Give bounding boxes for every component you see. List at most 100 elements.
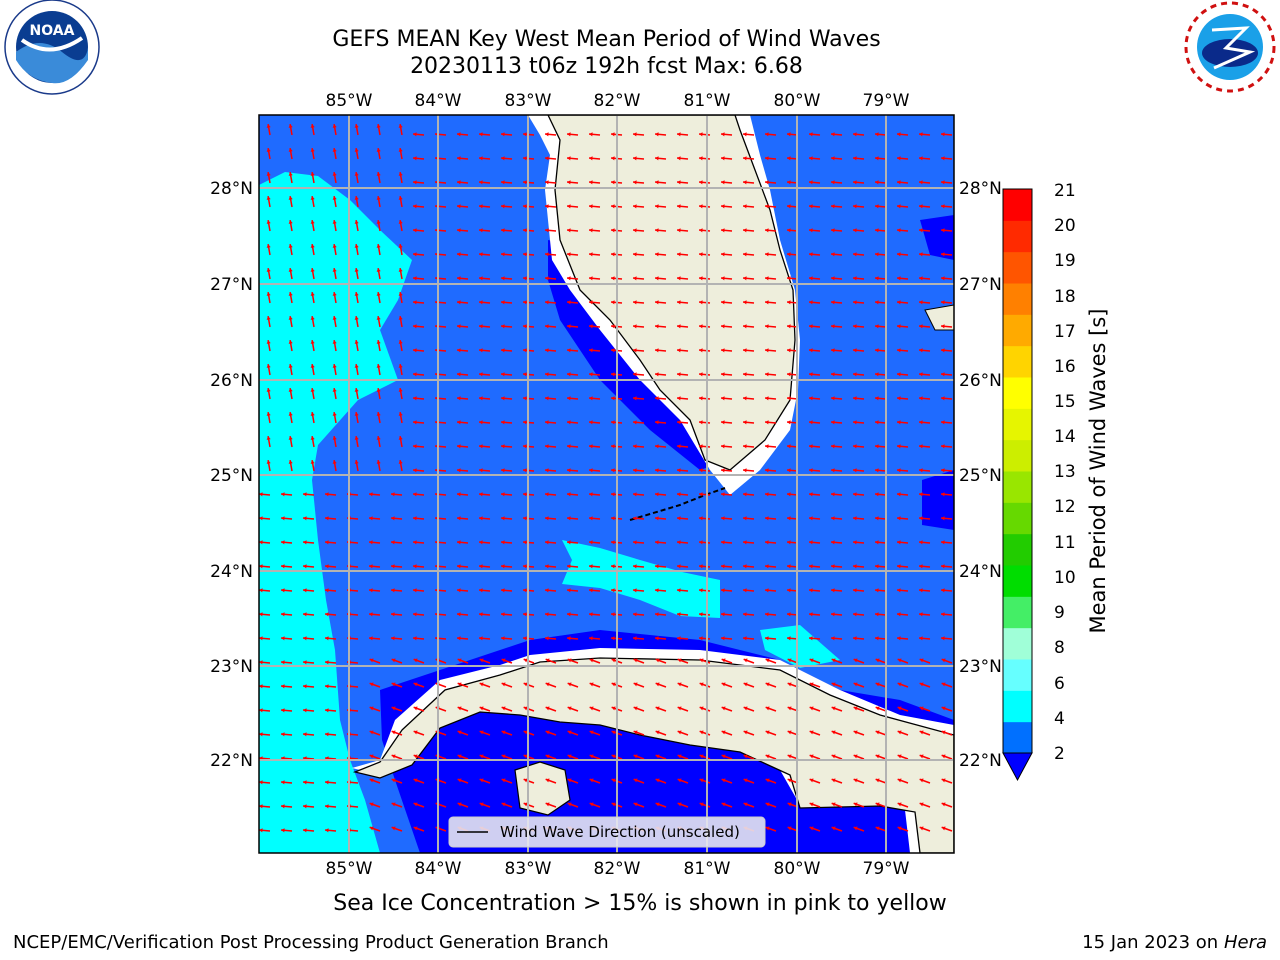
wind-wave-arrowhead bbox=[875, 492, 879, 497]
lon-label-top: 81°W bbox=[684, 91, 731, 111]
wind-wave-arrowhead bbox=[266, 268, 271, 272]
wind-wave-arrowhead bbox=[919, 444, 923, 449]
wind-wave-arrowhead bbox=[941, 730, 946, 735]
wind-wave-arrowhead bbox=[721, 132, 725, 137]
wind-wave-arrowhead bbox=[699, 300, 703, 305]
colorbar-segment bbox=[1003, 533, 1032, 566]
wind-wave-arrowhead bbox=[288, 412, 293, 416]
wind-wave-arrowhead bbox=[897, 706, 902, 711]
wind-wave-arrowhead bbox=[457, 300, 461, 305]
wind-wave-arrowhead bbox=[545, 658, 550, 663]
wind-wave-arrowhead bbox=[391, 540, 395, 545]
wind-wave-arrowhead bbox=[354, 316, 359, 320]
wind-wave-arrowhead bbox=[633, 682, 638, 687]
footer-credit: NCEP/EMC/Verification Post Processing Pr… bbox=[13, 932, 609, 953]
wind-wave-arrowhead bbox=[369, 612, 373, 617]
wind-wave-arrowhead bbox=[897, 826, 902, 831]
wind-wave-arrowhead bbox=[398, 436, 403, 440]
wind-wave-arrowhead bbox=[413, 492, 417, 497]
wind-wave-arrowhead bbox=[354, 388, 359, 392]
wind-wave-arrowhead bbox=[398, 172, 403, 176]
lat-label-right: 24°N bbox=[959, 562, 1002, 582]
wind-wave-arrowhead bbox=[809, 540, 813, 545]
wind-wave-arrowhead bbox=[567, 730, 572, 735]
wind-wave-arrowhead bbox=[501, 468, 505, 473]
lon-label-top: 80°W bbox=[774, 91, 821, 111]
wind-wave-arrowhead bbox=[897, 682, 902, 687]
wind-wave-arrowhead bbox=[611, 180, 615, 185]
wind-wave-arrowhead bbox=[743, 348, 747, 353]
wind-wave-arrowhead bbox=[266, 316, 271, 320]
wind-wave-arrowhead bbox=[831, 468, 835, 473]
wind-wave-arrowhead bbox=[897, 492, 901, 497]
lon-label-top: 82°W bbox=[594, 91, 641, 111]
wind-wave-arrowhead bbox=[853, 372, 857, 377]
wind-wave-arrowhead bbox=[633, 300, 637, 305]
wind-wave-arrowhead bbox=[332, 364, 337, 368]
wind-wave-arrowhead bbox=[413, 540, 417, 545]
wind-wave-arrowhead bbox=[589, 324, 593, 329]
wind-wave-arrowhead bbox=[743, 468, 747, 473]
wind-wave-arrowhead bbox=[413, 324, 417, 329]
wind-wave-arrowhead bbox=[479, 636, 483, 641]
wind-wave-arrowhead bbox=[655, 540, 659, 545]
wind-wave-arrowhead bbox=[919, 324, 923, 329]
wind-wave-arrowhead bbox=[354, 268, 359, 272]
wind-wave-arrowhead bbox=[677, 754, 682, 759]
wind-wave-arrowhead bbox=[288, 148, 293, 152]
colorbar-segment bbox=[1003, 220, 1032, 253]
wind-wave-arrowhead bbox=[787, 516, 791, 521]
wind-wave-arrowhead bbox=[919, 132, 923, 137]
wind-wave-arrowhead bbox=[589, 516, 593, 521]
footer-date-text: 15 Jan 2023 on bbox=[1082, 932, 1224, 953]
wind-wave-arrowhead bbox=[589, 372, 593, 377]
wind-wave-arrowhead bbox=[919, 300, 923, 305]
wind-wave-arrowhead bbox=[677, 516, 681, 521]
wind-wave-arrowhead bbox=[721, 682, 726, 687]
wind-wave-arrowhead bbox=[523, 730, 528, 735]
wind-wave-arrowhead bbox=[765, 348, 769, 353]
wind-wave-arrowhead bbox=[259, 828, 263, 833]
wind-wave-arrowhead bbox=[523, 492, 527, 497]
wind-wave-arrowhead bbox=[567, 300, 571, 305]
footer-host: Hera bbox=[1223, 932, 1267, 953]
wind-wave-arrowhead bbox=[743, 778, 748, 783]
lat-label-left: 26°N bbox=[210, 371, 253, 391]
wind-wave-arrowhead bbox=[611, 324, 615, 329]
wind-wave-arrowhead bbox=[398, 316, 403, 320]
wind-wave-arrowhead bbox=[369, 778, 374, 783]
wind-wave-arrowhead bbox=[567, 612, 571, 617]
wind-wave-arrowhead bbox=[567, 372, 571, 377]
wind-wave-arrowhead bbox=[567, 754, 572, 759]
wind-wave-arrowhead bbox=[743, 324, 747, 329]
wind-wave-arrowhead bbox=[765, 324, 769, 329]
wind-wave-arrowhead bbox=[501, 132, 505, 137]
wind-wave-arrowhead bbox=[523, 372, 527, 377]
wind-wave-arrowhead bbox=[655, 228, 659, 233]
wind-wave-arrowhead bbox=[266, 220, 271, 224]
wind-wave-arrowhead bbox=[633, 228, 637, 233]
wind-wave-arrowhead bbox=[655, 444, 659, 449]
wind-wave-arrowhead bbox=[655, 516, 659, 521]
wind-wave-arrowhead bbox=[897, 348, 901, 353]
wind-wave-arrowhead bbox=[501, 228, 505, 233]
wind-wave-arrowhead bbox=[699, 706, 704, 711]
wind-wave-arrowhead bbox=[919, 492, 923, 497]
wind-wave-arrowhead bbox=[479, 420, 483, 425]
lat-labels: 28°N 27°N 26°N 25°N 24°N 23°N 22°N 28°N … bbox=[210, 179, 1002, 771]
wind-wave-arrowhead bbox=[699, 564, 703, 569]
wind-wave-arrowhead bbox=[765, 612, 769, 617]
map-frame bbox=[258, 114, 955, 854]
wind-wave-arrowhead bbox=[743, 682, 748, 687]
wind-wave-arrowhead bbox=[611, 778, 616, 783]
wind-wave-arrowhead bbox=[310, 364, 315, 368]
wind-wave-arrowhead bbox=[413, 826, 418, 831]
wind-wave-arrowhead bbox=[266, 172, 271, 176]
wind-wave-arrowhead bbox=[310, 268, 315, 272]
wind-wave-arrowhead bbox=[281, 612, 285, 617]
wind-wave-arrowhead bbox=[655, 348, 659, 353]
wind-wave-arrowhead bbox=[875, 516, 879, 521]
colorbar-segment bbox=[1003, 471, 1032, 503]
wind-wave-arrowhead bbox=[941, 778, 946, 783]
wind-wave-arrowhead bbox=[545, 468, 549, 473]
